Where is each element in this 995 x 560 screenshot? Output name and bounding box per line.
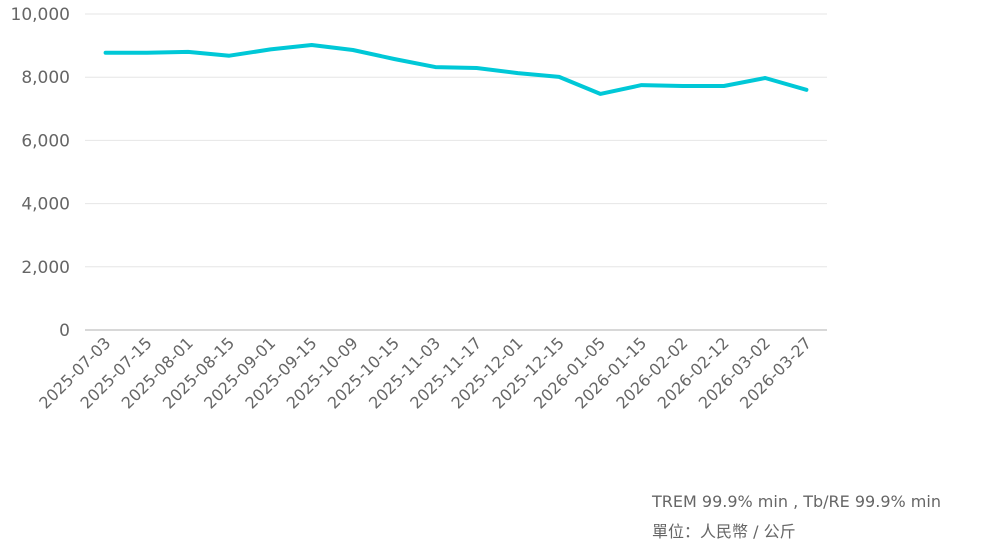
line-chart: 0 2,000 4,000 6,000 8,000 10,000 2025-07-0320… bbox=[11, 5, 827, 413]
gridlines bbox=[85, 13, 827, 268]
unit-note: 單位：人民幣 / 公斤 bbox=[652, 522, 796, 541]
y-tick-label: 4,000 bbox=[21, 195, 70, 215]
y-tick-label: 0 bbox=[59, 321, 70, 341]
price-series-line bbox=[103, 43, 809, 96]
y-axis-tick-labels: 0 2,000 4,000 6,000 8,000 10,000 bbox=[11, 5, 70, 341]
y-tick-label: 8,000 bbox=[21, 68, 70, 88]
y-tick-label: 2,000 bbox=[21, 258, 70, 278]
y-tick-label: 10,000 bbox=[11, 5, 70, 25]
x-axis-tick-labels: 2025-07-032025-07-152025-08-012025-08-15… bbox=[35, 333, 815, 412]
series-description-note: TREM 99.9% min , Tb/RE 99.9% min bbox=[652, 492, 941, 511]
y-tick-label: 6,000 bbox=[21, 131, 70, 151]
